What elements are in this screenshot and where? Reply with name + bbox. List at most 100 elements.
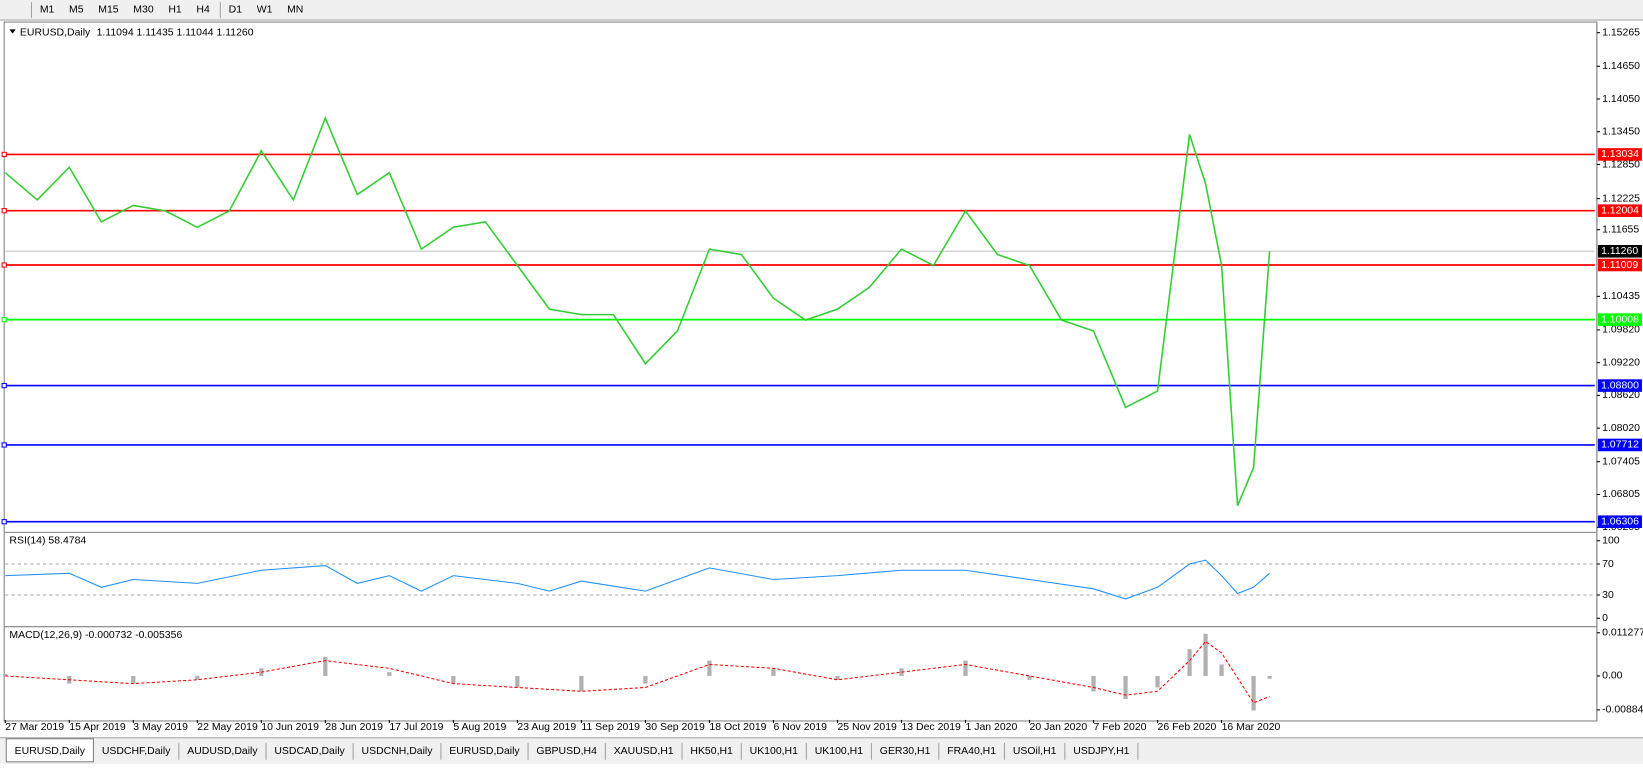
level-label: 1.10008 xyxy=(1601,314,1639,325)
symbol-tab[interactable]: FRA40,H1 xyxy=(947,746,996,757)
macd-bar xyxy=(963,660,968,676)
macd-bar xyxy=(195,675,200,680)
x-tick-label: 22 May 2019 xyxy=(197,722,258,733)
macd-bar xyxy=(3,674,8,676)
last-price-label: 1.11260 xyxy=(1601,246,1638,257)
macd-bar xyxy=(1187,649,1192,676)
y-tick-label: 1.14650 xyxy=(1602,61,1640,72)
y-tick-label: 1.09220 xyxy=(1602,357,1640,368)
timeframe-button: MN xyxy=(287,4,303,15)
y-tick-label: 0.00 xyxy=(1602,671,1623,682)
macd-bar xyxy=(1219,664,1224,676)
symbol-tab[interactable]: UK100,H1 xyxy=(815,746,863,757)
level-label-box xyxy=(1597,148,1642,161)
level-label-box xyxy=(1597,515,1642,528)
level-label-box xyxy=(1597,258,1642,272)
level-label-box xyxy=(1597,204,1642,217)
chart-frame xyxy=(3,21,1598,722)
macd-bar xyxy=(515,675,520,688)
symbol-tab[interactable]: USDCHF,Daily xyxy=(102,746,171,757)
macd-bar xyxy=(387,672,392,676)
x-tick-label: 26 Feb 2020 xyxy=(1158,722,1217,733)
indicator-title: RSI(14) 58.4784 xyxy=(9,536,86,547)
symbol-tab[interactable]: XAUUSD,H1 xyxy=(614,746,674,757)
y-tick-label: 1.14050 xyxy=(1602,94,1640,105)
macd-bar xyxy=(835,675,840,680)
macd-bar xyxy=(1123,675,1128,699)
x-tick-label: 5 Aug 2019 xyxy=(453,722,506,733)
macd-bar xyxy=(1267,675,1272,679)
x-tick-label: 17 Jul 2019 xyxy=(389,722,443,733)
symbol-tab[interactable]: USOil,H1 xyxy=(1013,746,1057,757)
macd-bar xyxy=(323,656,328,676)
level-handle xyxy=(1,208,7,214)
symbol-tab[interactable]: AUDUSD,Daily xyxy=(187,746,258,757)
chart-ohlc: 1.11094 1.11435 1.11044 1.11260 xyxy=(97,27,254,38)
x-tick-label: 23 Aug 2019 xyxy=(517,722,576,733)
level-label: 1.12004 xyxy=(1601,205,1639,216)
x-tick-label: 20 Jan 2020 xyxy=(1030,722,1088,733)
macd-bar xyxy=(771,668,776,676)
y-tick-label: 1.10435 xyxy=(1602,291,1640,302)
level-handle xyxy=(1,442,7,448)
macd-bar xyxy=(1203,633,1208,676)
rsi-line xyxy=(5,559,1270,600)
level-handle xyxy=(1,382,7,389)
level-label-box xyxy=(1597,379,1642,392)
y-tick-label: 1.07405 xyxy=(1602,456,1640,467)
x-tick-label: 11 Sep 2019 xyxy=(581,722,640,733)
y-tick-label: 100 xyxy=(1602,536,1620,547)
symbol-tab[interactable]: EURUSD,Daily xyxy=(15,746,86,757)
macd-bar xyxy=(1251,675,1256,711)
y-tick-label: 30 xyxy=(1602,590,1614,601)
toolbar xyxy=(0,0,1643,20)
y-tick-label: 1.12850 xyxy=(1602,159,1640,170)
y-tick-label: 0 xyxy=(1602,613,1608,624)
symbol-tab[interactable]: USDCNH,Daily xyxy=(362,746,434,757)
y-tick-label: 1.09820 xyxy=(1602,325,1640,336)
y-tick-label: 1.08020 xyxy=(1602,423,1640,434)
y-tick-label: 1.06805 xyxy=(1602,489,1640,500)
x-tick-label: 6 Nov 2019 xyxy=(773,722,827,733)
symbol-tab[interactable]: EURUSD,Daily xyxy=(449,746,520,757)
x-tick-label: 10 Jun 2019 xyxy=(261,722,319,733)
last-price-box xyxy=(1597,245,1642,258)
x-tick-label: 16 Mar 2020 xyxy=(1222,722,1281,733)
symbol-tab[interactable]: USDJPY,H1 xyxy=(1073,746,1129,757)
y-tick-label: 1.13450 xyxy=(1602,127,1640,138)
level-label: 1.11009 xyxy=(1601,260,1638,271)
level-handle xyxy=(1,262,7,268)
level-label: 1.13034 xyxy=(1601,149,1639,160)
x-tick-label: 18 Oct 2019 xyxy=(709,722,766,733)
symbol-tab[interactable]: UK100,H1 xyxy=(750,746,798,757)
y-tick-label: 1.15265 xyxy=(1602,27,1640,38)
x-tick-label: 3 May 2019 xyxy=(133,722,188,733)
tab-bar xyxy=(0,737,1643,764)
x-tick-label: 13 Dec 2019 xyxy=(901,722,961,733)
x-tick-label: 15 Apr 2019 xyxy=(69,722,126,733)
macd-bar xyxy=(131,675,136,684)
timeframe-button: M5 xyxy=(69,4,84,15)
timeframe-button: H1 xyxy=(168,4,182,15)
symbol-tab[interactable]: HK50,H1 xyxy=(690,746,733,757)
timeframe-button: M15 xyxy=(98,4,119,15)
timeframe-button: D1 xyxy=(229,4,243,15)
macd-bar xyxy=(579,675,584,692)
macd-bar xyxy=(1027,675,1032,680)
timeframe-button: M1 xyxy=(40,4,55,15)
symbol-tab[interactable]: USDCAD,Daily xyxy=(274,746,345,757)
y-tick-label: 0.011277 xyxy=(1602,628,1643,639)
symbol-tab[interactable]: GER30,H1 xyxy=(880,746,931,757)
y-tick-label: 70 xyxy=(1602,559,1614,570)
chart-title: EURUSD,Daily xyxy=(20,27,91,38)
y-tick-label: -0.008845 xyxy=(1602,705,1643,716)
x-tick-label: 1 Jan 2020 xyxy=(966,722,1018,733)
x-tick-label: 28 Jun 2019 xyxy=(325,722,383,733)
y-tick-label: 1.11655 xyxy=(1602,224,1639,235)
active-tab xyxy=(5,738,94,763)
symbol-tab[interactable]: GBPUSD,H4 xyxy=(536,746,597,757)
level-label: 1.06306 xyxy=(1601,516,1639,527)
indicator-title: MACD(12,26,9) -0.000732 -0.005356 xyxy=(9,630,182,641)
